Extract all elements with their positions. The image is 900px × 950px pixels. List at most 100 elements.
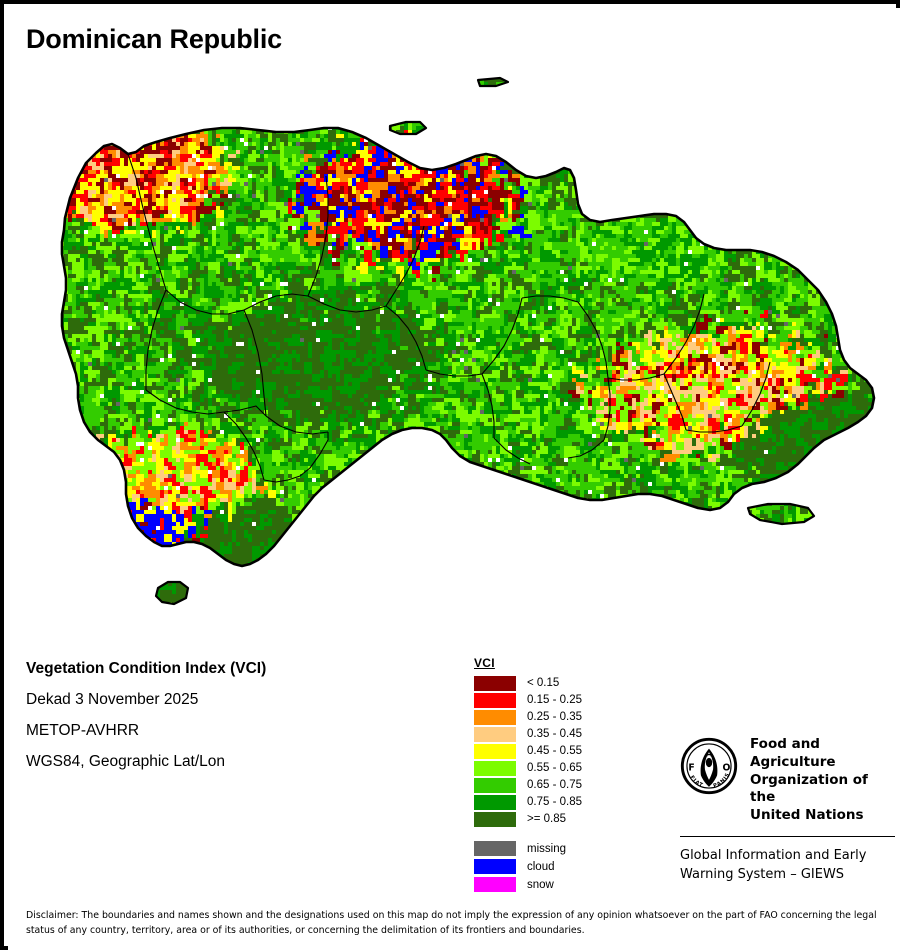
- svg-text:A: A: [706, 750, 713, 760]
- giews-line2: Warning System – GIEWS: [680, 866, 845, 882]
- legend-class-label: < 0.15: [527, 677, 560, 689]
- giews-line1: Global Information and Early: [680, 848, 867, 864]
- coastline-path: [388, 120, 428, 136]
- admin-boundary-path: [145, 289, 167, 390]
- info-sensor: METOP-AVHRR: [26, 722, 140, 739]
- svg-text:O: O: [722, 763, 730, 774]
- vci-raster-layer: [8, 58, 900, 638]
- legend-class-list: < 0.15 0.15 - 0.25 0.25 - 0.35 0.35 - 0.45 0…: [474, 675, 644, 827]
- admin-boundary-path: [265, 415, 329, 435]
- legend-class-row: 0.65 - 0.75: [474, 777, 644, 793]
- admin-boundary-path: [607, 373, 665, 381]
- info-period: Dekad 3 November 2025: [26, 691, 199, 708]
- legend-class-swatch: [474, 675, 516, 691]
- legend-class-row: 0.45 - 0.55: [474, 743, 644, 759]
- legend-special-label: missing: [527, 842, 566, 855]
- coastline-path: [154, 580, 190, 606]
- legend-special-swatch: [474, 877, 516, 892]
- admin-boundary-path: [165, 289, 245, 315]
- coastline-path: [60, 126, 876, 568]
- admin-boundary-path: [309, 432, 329, 469]
- disclaimer-text: Disclaimer: The boundaries and names sho…: [26, 910, 877, 937]
- legend-special-label: snow: [527, 878, 554, 891]
- legend-class-swatch: [474, 709, 516, 725]
- admin-boundary-path: [385, 305, 427, 371]
- fao-org-line1: Food and Agriculture: [750, 736, 836, 770]
- legend-class-swatch: [474, 692, 516, 708]
- coastline-path: [476, 76, 510, 88]
- legend-class-row: < 0.15: [474, 675, 644, 691]
- legend-class-row: 0.55 - 0.65: [474, 760, 644, 776]
- admin-boundary-path: [243, 309, 267, 417]
- admin-boundary-path: [243, 293, 309, 311]
- legend-special-row: cloud: [474, 858, 644, 875]
- fao-divider: [680, 836, 895, 838]
- admin-boundary-path: [145, 389, 225, 415]
- admin-boundaries: [127, 153, 771, 483]
- admin-boundary-path: [685, 425, 743, 433]
- legend-special-swatch: [474, 841, 516, 856]
- svg-text:F: F: [688, 763, 694, 774]
- legend-special-row: missing: [474, 840, 644, 857]
- admin-boundary-path: [425, 369, 483, 377]
- legend-special-list: missing cloud snow: [474, 840, 644, 893]
- legend-class-swatch: [474, 777, 516, 793]
- legend-special-label: cloud: [527, 860, 555, 873]
- admin-boundary-path: [481, 297, 523, 375]
- legend-special-swatch: [474, 859, 516, 874]
- legend-class-label: 0.35 - 0.45: [527, 728, 582, 740]
- info-projection: WGS84, Geographic Lat/Lon: [26, 753, 226, 770]
- coastline: [60, 76, 876, 606]
- admin-boundary-path: [603, 377, 611, 441]
- admin-boundary-path: [223, 411, 265, 481]
- fao-logo-icon: A F O FIAT PANIS: [680, 737, 738, 795]
- admin-boundary-path: [127, 153, 167, 291]
- fao-org-line3: United Nations: [750, 807, 864, 824]
- legend-class-label: 0.15 - 0.25: [527, 694, 582, 706]
- admin-boundary-path: [663, 293, 705, 375]
- map-inner: Dominican Republic Vegetation Condition …: [8, 8, 900, 950]
- legend-class-swatch: [474, 743, 516, 759]
- legend-class-label: 0.55 - 0.65: [527, 762, 582, 774]
- giews-name: Global Information and Early Warning Sys…: [680, 847, 895, 885]
- admin-boundary-path: [307, 175, 329, 297]
- legend-class-row: 0.25 - 0.35: [474, 709, 644, 725]
- legend-class-swatch: [474, 760, 516, 776]
- admin-boundary-path: [481, 373, 495, 438]
- admin-boundary-path: [223, 405, 267, 417]
- page-title: Dominican Republic: [26, 24, 282, 54]
- legend-class-row: >= 0.85: [474, 811, 644, 827]
- info-product: Vegetation Condition Index (VCI): [26, 660, 267, 677]
- admin-boundary-path: [577, 301, 609, 379]
- legend-special-row: snow: [474, 876, 644, 893]
- coastline-path: [746, 502, 816, 526]
- admin-boundary-path: [663, 373, 687, 431]
- legend-class-label: 0.45 - 0.55: [527, 745, 582, 757]
- admin-boundary-path: [741, 361, 771, 427]
- admin-boundary-path: [493, 437, 531, 465]
- vci-map[interactable]: [8, 58, 900, 638]
- legend-class-row: 0.15 - 0.25: [474, 692, 644, 708]
- legend-class-label: 0.75 - 0.85: [527, 796, 582, 808]
- legend-class-swatch: [474, 794, 516, 810]
- map-boundary-layer: [60, 76, 876, 606]
- admin-boundary-path: [263, 467, 311, 483]
- admin-boundary-path: [567, 439, 605, 459]
- legend-class-label: >= 0.85: [527, 813, 567, 825]
- legend-class-row: 0.75 - 0.85: [474, 794, 644, 810]
- fao-organization-name: Food and Agriculture Organization of the…: [750, 736, 895, 825]
- admin-boundary-path: [521, 295, 579, 303]
- legend-class-swatch: [474, 726, 516, 742]
- admin-boundary-path: [307, 295, 387, 313]
- fao-branding: A F O FIAT PANIS Food and Agriculture Or…: [680, 736, 895, 885]
- legend-class-swatch: [474, 811, 516, 827]
- legend-title: VCI: [474, 656, 495, 670]
- legend: VCI < 0.15 0.15 - 0.25 0.25 - 0.35 0.35 - 0…: [474, 656, 644, 894]
- map-info-block: Vegetation Condition Index (VCI) Dekad 3…: [26, 660, 446, 784]
- legend-class-label: 0.65 - 0.75: [527, 779, 582, 791]
- legend-class-label: 0.25 - 0.35: [527, 711, 582, 723]
- legend-class-row: 0.35 - 0.45: [474, 726, 644, 742]
- admin-boundary-path: [385, 225, 425, 307]
- fao-org-line2: Organization of the: [750, 771, 868, 806]
